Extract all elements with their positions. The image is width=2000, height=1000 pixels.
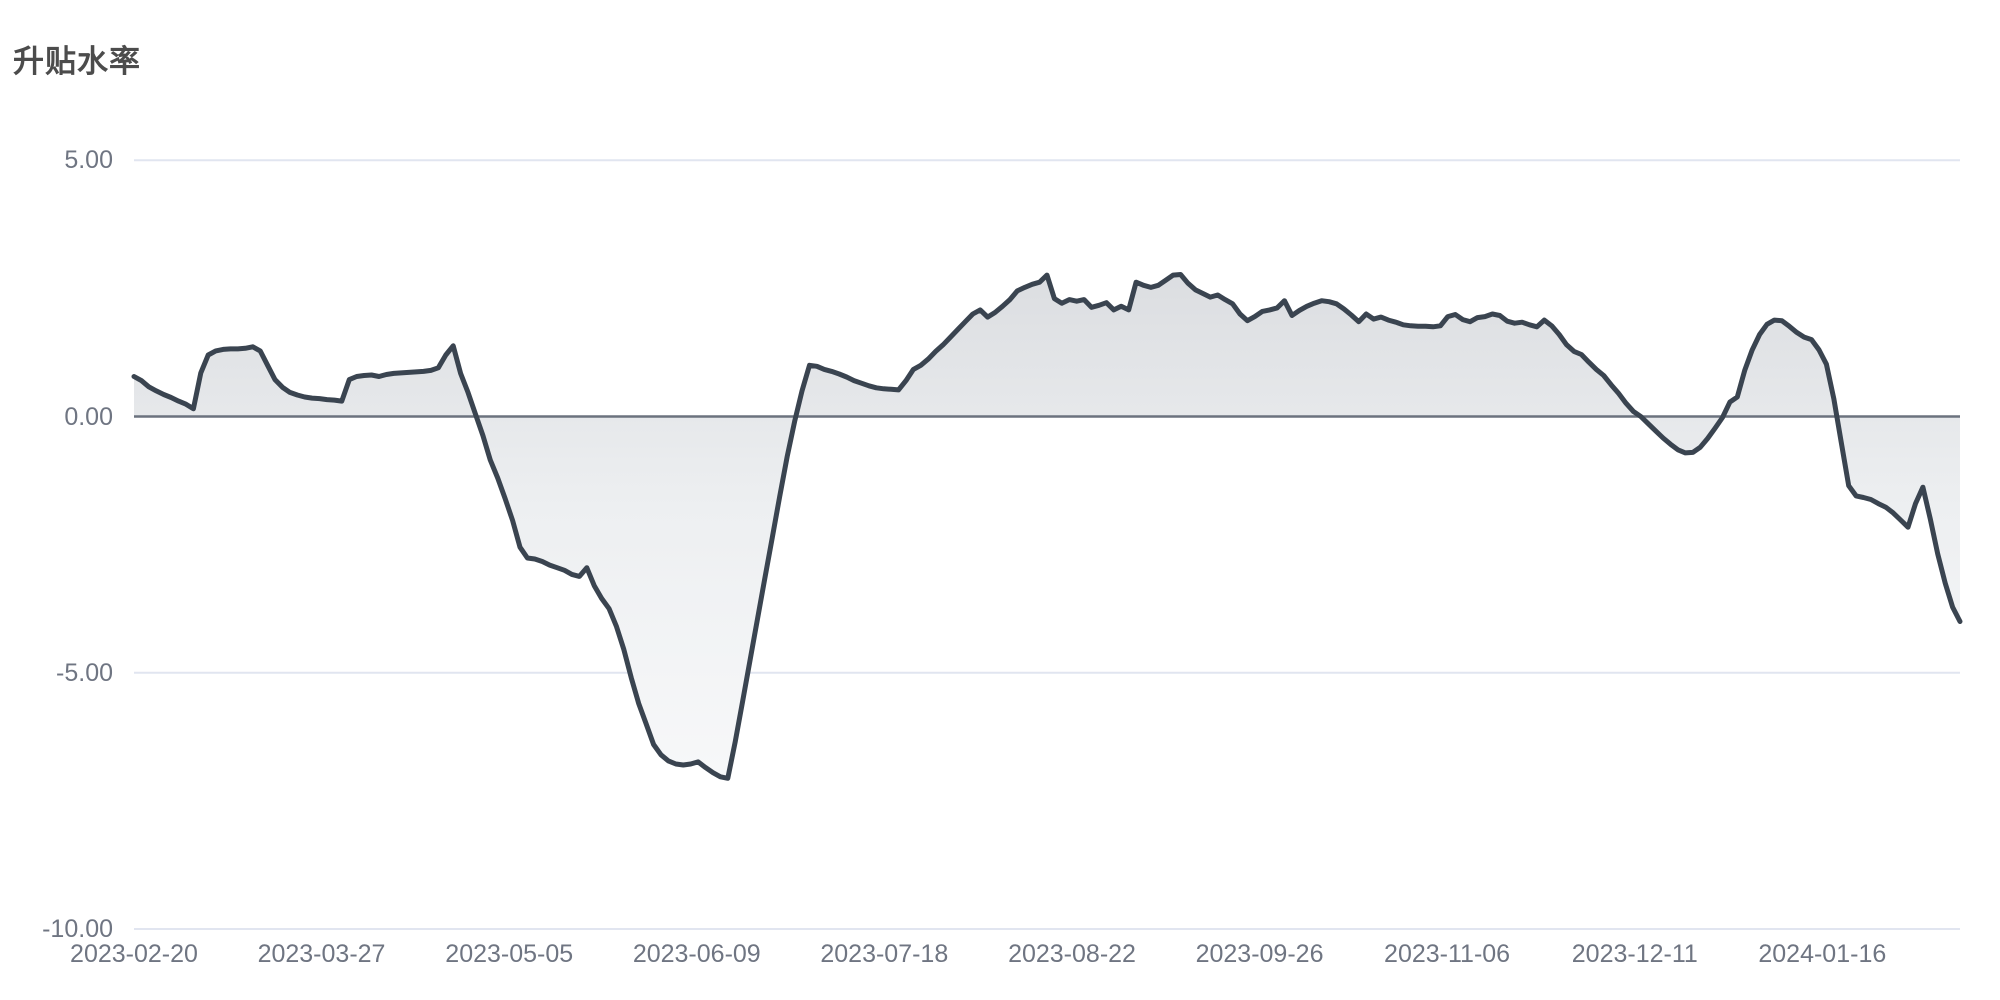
x-axis-tick-label: 2023-03-27 xyxy=(257,940,386,968)
x-axis-tick-label: 2023-09-26 xyxy=(1195,940,1324,968)
x-axis-tick-label: 2023-11-06 xyxy=(1384,940,1511,968)
y-axis-tick-label: -10.00 xyxy=(42,915,113,943)
x-axis-tick-label: 2023-06-09 xyxy=(632,940,761,968)
chart-title: 升贴水率 xyxy=(13,44,141,79)
x-axis-tick-label: 2023-05-05 xyxy=(445,940,574,968)
y-axis-tick-label: -5.00 xyxy=(56,658,113,687)
y-axis-tick-label: 5.00 xyxy=(64,146,113,175)
series-area-fill xyxy=(134,274,1960,779)
x-axis-tick-label: 2023-07-18 xyxy=(820,940,949,968)
x-axis-tick-label: 2024-01-16 xyxy=(1758,940,1887,968)
x-axis-tick-label: 2023-08-22 xyxy=(1008,940,1136,968)
series-line xyxy=(131,272,1963,781)
x-axis-tick-label: 2023-12-11 xyxy=(1571,940,1698,968)
y-axis-tick-label: 0.00 xyxy=(64,402,113,431)
x-axis-tick-label: 2023-02-20 xyxy=(70,940,198,968)
